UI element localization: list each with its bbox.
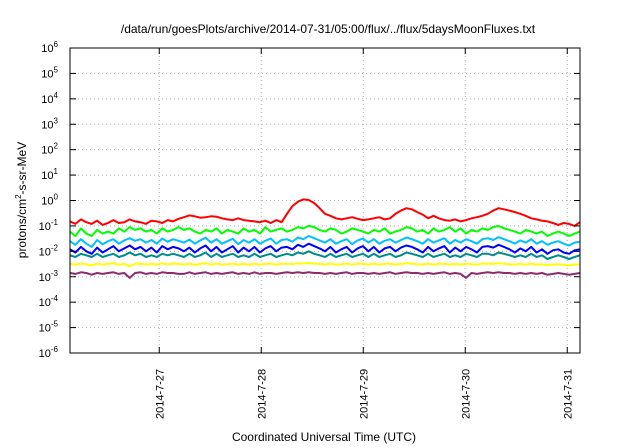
- series-line: [69, 261, 581, 268]
- y-tick-label: 10-3: [39, 269, 59, 284]
- y-tick-label: 104: [41, 91, 58, 106]
- axis-ticks: [70, 47, 580, 354]
- y-tick-label: 10-2: [39, 243, 59, 258]
- series-line: [69, 271, 581, 279]
- series-line: [69, 198, 581, 227]
- y-tick-label: 106: [41, 40, 58, 55]
- series-line: [69, 224, 581, 237]
- y-tick-label: 100: [41, 193, 58, 208]
- y-tick-label: 10-4: [39, 294, 59, 309]
- x-tick-labels: 2014-7-27 2014-7-28 2014-7-29 2014-7-30 2014…: [154, 369, 574, 419]
- x-axis-label: Coordinated Universal Time (UTC): [232, 430, 416, 444]
- series-line: [69, 235, 581, 248]
- y-tick-label: 103: [41, 116, 58, 131]
- series-line: [69, 250, 581, 260]
- y-tick-label: 10-5: [39, 320, 59, 335]
- x-tick-label: 2014-7-31: [562, 369, 574, 419]
- x-tick-label: 2014-7-28: [256, 369, 268, 419]
- y-tick-label: 10-6: [39, 345, 59, 360]
- chart-title: /data/run/goesPlots/archive/2014-07-31/0…: [121, 22, 536, 36]
- x-tick-label: 2014-7-30: [460, 369, 472, 419]
- y-tick-label: 10-1: [39, 218, 59, 233]
- y-axis-label: protons/cm2-s-sr-MeV: [14, 142, 29, 258]
- x-tick-label: 2014-7-29: [358, 369, 370, 419]
- series-layer: [69, 198, 581, 279]
- series-line: [69, 242, 581, 255]
- y-tick-labels: 10-6 10-5 10-4 10-3 10-2 10-1 100 101 102 103 104 1…: [39, 40, 59, 360]
- x-tick-label: 2014-7-27: [154, 369, 166, 419]
- y-tick-label: 101: [41, 167, 58, 182]
- y-tick-label: 105: [41, 65, 58, 80]
- y-tick-label: 102: [41, 142, 58, 157]
